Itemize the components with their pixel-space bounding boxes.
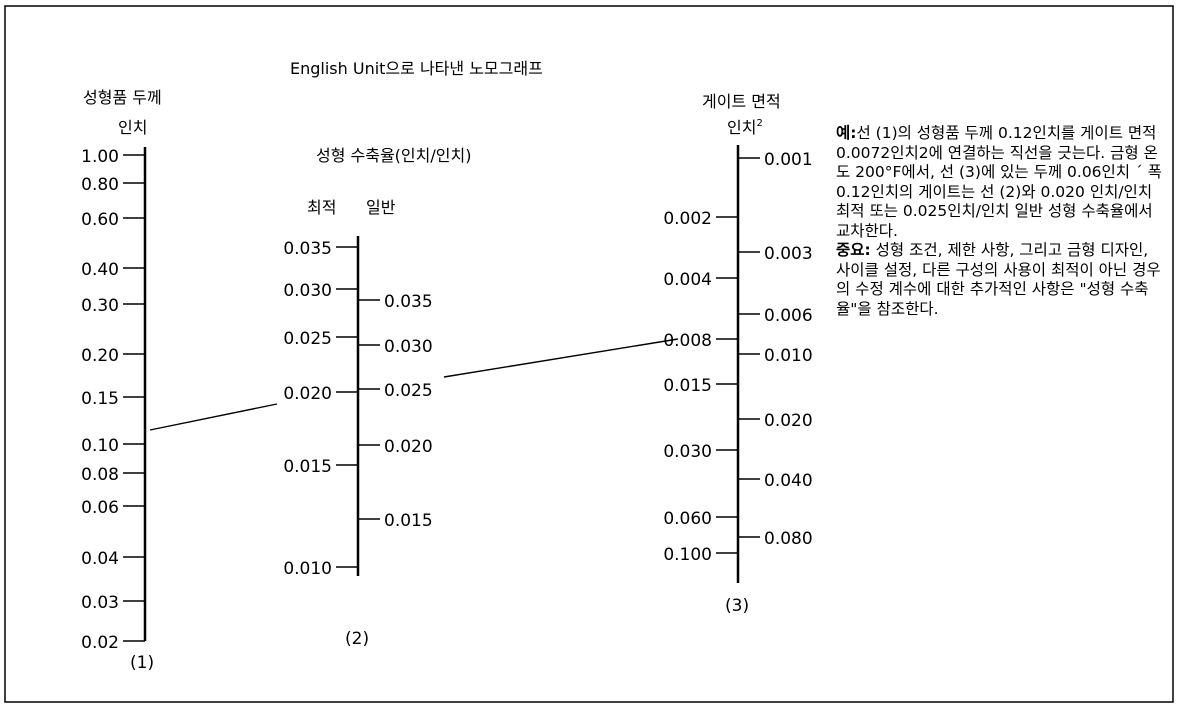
scale3-left-tick-label: 0.030 [663, 442, 712, 462]
example-line-segment [149, 403, 278, 431]
scale2-header: 성형 수축율(인치/인치) [316, 146, 471, 165]
scale2-general-tick-label: 0.025 [384, 381, 433, 401]
scale3-left-tick-label: 0.015 [663, 376, 712, 396]
scale3-ticks: 0.002 0.004 0.008 0.015 0.030 0.060 0.100 0.001… [663, 150, 812, 565]
scale1-header-line2: 인치 [118, 118, 147, 137]
scale1-tick-label: 0.40 [81, 260, 119, 280]
scale-3: 게이트 면적 인치2 0.002 0.004 0.008 0.015 0.030 0.06… [663, 92, 812, 616]
scale-2: 성형 수축율(인치/인치) 최적 일반 0.035 0.030 0.025 0.020… [283, 146, 471, 649]
scale3-left-tick-label: 0.002 [663, 209, 712, 229]
scale3-header-line1: 게이트 면적 [702, 92, 781, 111]
scale1-tick-label: 0.20 [81, 346, 119, 366]
scale3-left-tick-label: 0.100 [663, 545, 712, 565]
scale2-general-tick-label: 0.020 [384, 437, 433, 457]
scale3-right-tick-label: 0.006 [764, 306, 813, 326]
scale3-right-tick-label: 0.003 [764, 244, 813, 264]
scale3-left-tick-label: 0.004 [663, 270, 712, 290]
scale2-optimum-tick-label: 0.030 [283, 281, 332, 301]
scale-1: 성형품 두께 인치 1.00 0.80 0.60 0.40 0.30 0.20 0.15 0.… [81, 88, 162, 673]
scale3-right-tick-label: 0.020 [764, 411, 813, 431]
scale3-left-tick-label: 0.060 [663, 509, 712, 529]
scale1-tick-label: 0.03 [81, 593, 119, 613]
scale2-sub-left: 최적 [307, 198, 336, 217]
scale1-tick-label: 0.10 [81, 436, 119, 456]
explanation-note: 예:선 (1)의 성형품 두께 0.12인치를 게이트 면적 0.0072인치2… [836, 124, 1166, 319]
scale3-number: (3) [725, 596, 749, 616]
scale1-tick-label: 0.08 [81, 465, 119, 485]
scale2-optimum-tick-label: 0.015 [283, 457, 332, 477]
scale1-tick-label: 0.04 [81, 549, 119, 569]
scale1-tick-label: 0.06 [81, 498, 119, 518]
scale1-tick-label: 1.00 [81, 147, 119, 167]
scale3-right-tick-label: 0.010 [764, 346, 813, 366]
diagram-title: English Unit으로 나타낸 노모그래프 [290, 59, 543, 78]
example-paragraph: 예:선 (1)의 성형품 두께 0.12인치를 게이트 면적 0.0072인치2… [836, 124, 1166, 241]
scale1-tick-label: 0.30 [81, 296, 119, 316]
scale2-sub-right: 일반 [366, 198, 396, 217]
scale2-general-tick-label: 0.015 [384, 511, 433, 531]
important-paragraph: 중요: 성형 조건, 제한 사항, 그리고 금형 디자인, 사이클 설정, 다른… [836, 241, 1166, 319]
scale3-right-tick-label: 0.040 [764, 471, 813, 491]
important-text: 성형 조건, 제한 사항, 그리고 금형 디자인, 사이클 설정, 다른 구성의… [836, 241, 1161, 318]
example-line-segment [443, 338, 679, 378]
scale1-tick-label: 0.02 [81, 633, 119, 653]
scale3-header-line2: 인치2 [727, 118, 763, 137]
frame-border [4, 5, 1174, 703]
scale3-left-tick-label: 0.008 [663, 331, 712, 351]
scale2-optimum-tick-label: 0.035 [283, 239, 332, 259]
scale1-tick-label: 0.60 [81, 210, 119, 230]
scale3-right-tick-label: 0.001 [764, 150, 813, 170]
scale2-general-tick-label: 0.035 [384, 292, 433, 312]
scale2-optimum-tick-label: 0.020 [283, 384, 332, 404]
important-label: 중요: [836, 241, 871, 259]
example-text: 선 (1)의 성형품 두께 0.12인치를 게이트 면적 0.0072인치2에 … [836, 124, 1162, 240]
scale1-ticks: 1.00 0.80 0.60 0.40 0.30 0.20 0.15 0.10 0.08 0.06… [81, 147, 145, 653]
scale2-optimum-tick-label: 0.010 [283, 559, 332, 579]
scale3-right-tick-label: 0.080 [764, 529, 813, 549]
scale1-tick-label: 0.80 [81, 175, 119, 195]
scale2-ticks: 0.035 0.030 0.025 0.020 0.015 0.010 0.035 0.030… [283, 239, 432, 579]
scale2-number: (2) [345, 629, 369, 649]
scale3-header-sup: 2 [756, 118, 762, 129]
example-connecting-line [149, 338, 679, 431]
scale2-general-tick-label: 0.030 [384, 337, 433, 357]
scale1-tick-label: 0.15 [81, 389, 119, 409]
scale2-optimum-tick-label: 0.025 [283, 329, 332, 349]
scale1-header-line1: 성형품 두께 [83, 88, 162, 107]
example-label: 예: [836, 124, 857, 142]
scale1-number: (1) [130, 653, 154, 673]
